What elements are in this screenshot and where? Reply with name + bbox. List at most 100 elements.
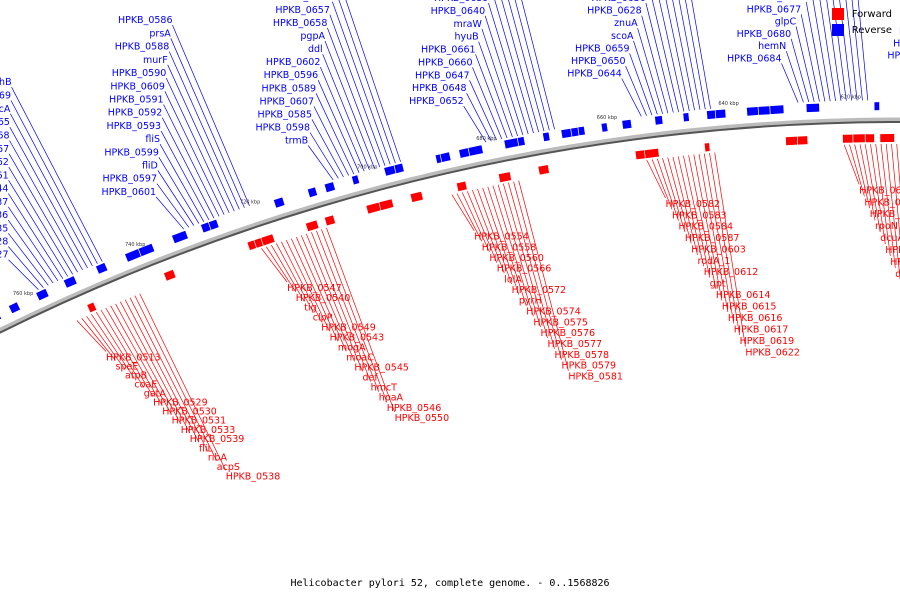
leader-line (320, 66, 365, 172)
forward-gene-label: HPKB_0538 (226, 471, 281, 482)
reverse-gene-label: HPKB_0680 (737, 29, 792, 40)
forward-gene-label: fliL (199, 443, 214, 454)
leader-line (641, 15, 669, 114)
reverse-gene (36, 288, 49, 301)
leader-line (317, 80, 360, 173)
leader-line (134, 295, 218, 462)
forward-gene-label: HPKB_0529 (153, 397, 208, 408)
leader-line (646, 159, 666, 199)
forward-gene-label: HPKB_0603 (691, 244, 746, 255)
reverse-gene-label: HPKB_0640 (431, 6, 486, 17)
leader-line (8, 206, 59, 282)
leader-line (8, 180, 69, 277)
forward-gene (456, 181, 467, 192)
forward-gene-label: HPKB_0545 (354, 362, 409, 373)
reverse-gene (542, 132, 550, 142)
reverse-gene-label: scoA (611, 31, 634, 42)
forward-gene (366, 202, 381, 214)
reverse-gene (706, 110, 716, 120)
leader-line (159, 143, 205, 222)
leader-line (714, 152, 746, 347)
reverse-gene (0, 316, 2, 320)
leader-line (651, 159, 673, 210)
leader-line (703, 153, 735, 324)
leader-line (843, 144, 860, 185)
leader-line (9, 127, 88, 269)
leader-line (685, 0, 706, 110)
leader-line (280, 241, 322, 322)
forward-gene-label: hpaA (379, 393, 404, 404)
reverse-gene (504, 138, 519, 149)
reverse-gene-label: HPKB_0628 (587, 6, 642, 17)
forward-gene-label: dcuA (880, 233, 900, 244)
leader-line (691, 0, 711, 109)
leader-line (129, 297, 209, 452)
forward-gene-label: rpoN (875, 221, 898, 232)
leader-line (482, 187, 520, 295)
reverse-gene-label: fliD (142, 161, 158, 172)
leader-line (295, 236, 347, 352)
forward-gene-label: tig (304, 303, 316, 314)
reverse-gene-label: HPKB_0677 (747, 4, 802, 15)
forward-gene-label: atpB (125, 370, 147, 381)
forward-gene-label: HPKB_0631 (890, 257, 900, 268)
leader-line (451, 194, 475, 231)
reverse-gene-label: HPKB_0598 (255, 123, 310, 134)
kbp-tick-label: 640 kbp (718, 101, 738, 107)
forward-gene-label: coaE (134, 379, 157, 390)
forward-gene-label: HPKB_0566 (497, 264, 552, 275)
forward-gene (538, 165, 550, 175)
reverse-gene (517, 136, 525, 146)
reverse-gene-label: murF (143, 55, 168, 66)
forward-gene-label: gatA (144, 388, 167, 399)
kbp-tick-label: 700 kbp (357, 164, 377, 170)
leader-line (629, 53, 653, 116)
forward-gene-label: HPKB_0547 (287, 283, 342, 294)
reverse-gene-label: glpC (775, 17, 797, 28)
leader-line (105, 307, 163, 406)
forward-gene-label: HPKB_0637 (885, 245, 900, 256)
forward-gene (635, 150, 645, 160)
leader-line (885, 143, 900, 281)
gene-features (0, 102, 895, 320)
forward-gene (853, 134, 865, 143)
forward-gene (842, 134, 853, 143)
leader-line (7, 219, 54, 284)
reverse-gene (746, 107, 759, 116)
reverse-gene-label: HPKB_0647 (415, 70, 470, 81)
reverse-gene-label: prsA (149, 28, 171, 39)
reverse-gene (171, 230, 188, 244)
reverse-gene-label: HPKB_0568 (0, 131, 10, 142)
leader-line (139, 293, 227, 471)
forward-gene-label: mogA (338, 342, 366, 353)
leader-line (683, 155, 711, 278)
reverse-gene (561, 128, 572, 139)
reverse-gene-label: HPKB_0592 (108, 108, 163, 119)
leader-line (508, 0, 545, 132)
forward-gene-label: pyrH (519, 296, 542, 307)
leader-line (492, 185, 534, 317)
forward-gene-label: HPKB_0619 (740, 336, 795, 347)
leader-line (494, 0, 534, 134)
leader-line (160, 130, 210, 221)
kbp-tick-label: 620 kbp (841, 95, 861, 101)
forward-gene-label: clpP (313, 313, 333, 324)
leader-line (9, 140, 83, 271)
leader-line (315, 93, 355, 175)
leader-line (8, 259, 39, 291)
leader-line (327, 27, 381, 168)
leader-line (8, 153, 78, 273)
reverse-gene-label: HPKB_0590 (112, 68, 167, 79)
leader-line (621, 78, 642, 117)
reverse-gene (459, 148, 470, 158)
kbp-tick-label: 680 kbp (476, 136, 496, 142)
reverse-gene (571, 127, 579, 137)
forward-gene (865, 134, 875, 143)
reverse-gene-label: fliS (145, 134, 160, 145)
leader-line (658, 0, 685, 112)
reverse-gene-label: HPKB_0658 (273, 18, 328, 29)
leader-line (95, 311, 145, 388)
leader-line (261, 248, 288, 283)
reverse-gene-label: HPKB_0700 (899, 27, 900, 38)
